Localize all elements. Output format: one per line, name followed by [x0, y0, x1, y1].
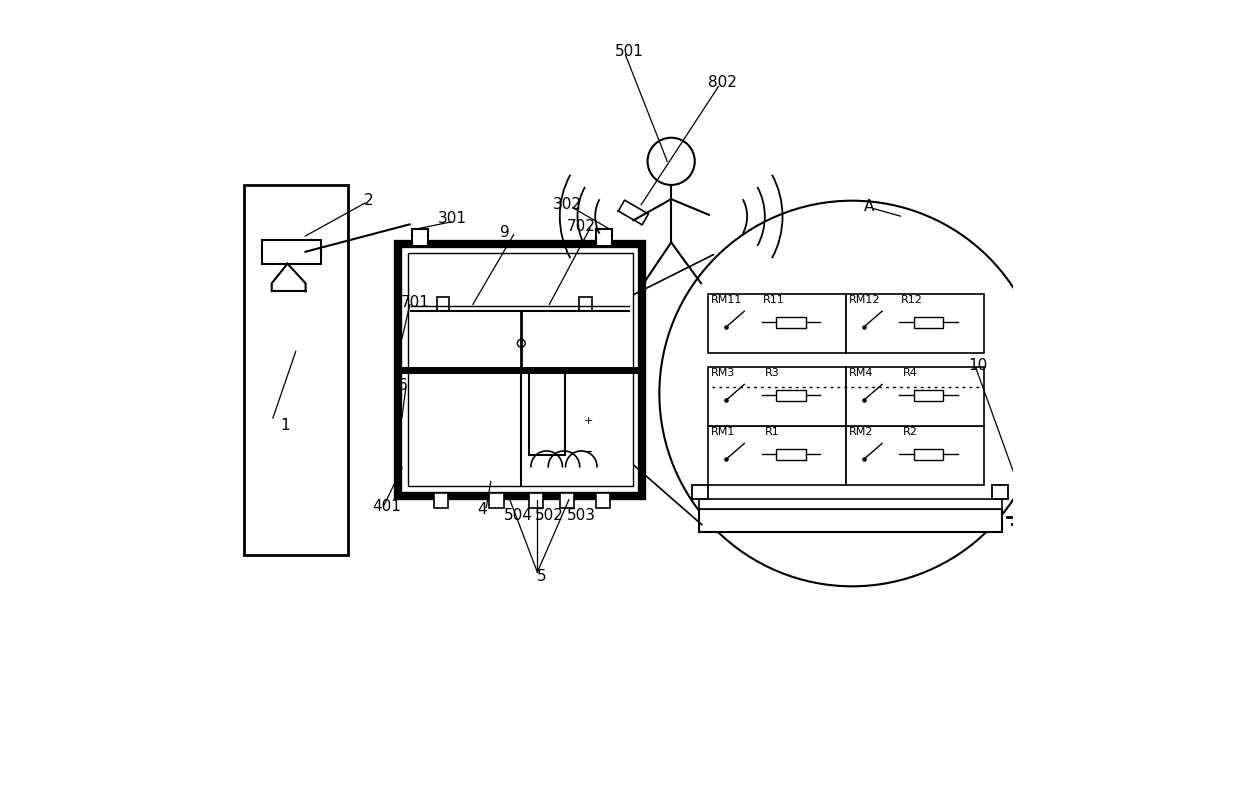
- Text: R11: R11: [764, 295, 785, 305]
- Text: RM12: RM12: [849, 295, 880, 305]
- Text: 2: 2: [365, 193, 373, 209]
- Text: 5: 5: [537, 568, 547, 584]
- Bar: [698, 508, 1002, 532]
- Text: 401: 401: [372, 499, 401, 515]
- Bar: [579, 297, 591, 311]
- Bar: [708, 426, 846, 485]
- Text: 301: 301: [438, 211, 466, 227]
- Bar: [846, 426, 983, 485]
- Bar: [914, 316, 944, 327]
- Bar: [412, 229, 428, 246]
- Text: 6: 6: [398, 378, 408, 394]
- Text: R1: R1: [765, 427, 780, 438]
- Text: RM11: RM11: [712, 295, 743, 305]
- Bar: [528, 493, 543, 508]
- Bar: [244, 185, 347, 555]
- Bar: [846, 367, 983, 426]
- Bar: [776, 390, 806, 401]
- Text: RM1: RM1: [712, 427, 735, 438]
- Bar: [708, 367, 846, 426]
- Text: 503: 503: [567, 508, 595, 523]
- Bar: [490, 493, 503, 508]
- Bar: [408, 253, 632, 486]
- Text: 504: 504: [503, 508, 532, 523]
- Bar: [776, 316, 806, 327]
- Text: 1: 1: [280, 418, 290, 433]
- Text: 501: 501: [615, 43, 644, 59]
- Text: R12: R12: [901, 295, 923, 305]
- Text: +: +: [584, 416, 593, 426]
- Bar: [596, 229, 613, 246]
- Bar: [698, 499, 1002, 508]
- Bar: [914, 390, 944, 401]
- Text: 701: 701: [402, 295, 430, 311]
- Bar: [560, 493, 574, 508]
- Text: R3: R3: [765, 368, 780, 379]
- Text: 502: 502: [534, 508, 564, 523]
- Text: 702: 702: [567, 219, 595, 235]
- Bar: [436, 297, 449, 311]
- Bar: [914, 449, 944, 460]
- Text: 10: 10: [968, 358, 987, 374]
- Bar: [776, 449, 806, 460]
- Text: A: A: [864, 198, 874, 214]
- Bar: [398, 244, 642, 496]
- Text: 302: 302: [553, 197, 582, 212]
- Text: 802: 802: [708, 75, 737, 91]
- Text: R2: R2: [903, 427, 918, 438]
- Text: −: −: [583, 446, 594, 459]
- Bar: [708, 294, 846, 353]
- Text: RM2: RM2: [849, 427, 873, 438]
- Text: 4: 4: [476, 502, 486, 518]
- Text: 9: 9: [501, 224, 510, 240]
- Bar: [262, 240, 321, 264]
- Bar: [529, 370, 564, 455]
- Bar: [692, 485, 708, 499]
- Bar: [595, 493, 610, 508]
- Text: R4: R4: [903, 368, 918, 379]
- Bar: [434, 493, 449, 508]
- Bar: [992, 485, 1008, 499]
- Text: RM3: RM3: [712, 368, 735, 379]
- Bar: [846, 294, 983, 353]
- Text: RM4: RM4: [849, 368, 873, 379]
